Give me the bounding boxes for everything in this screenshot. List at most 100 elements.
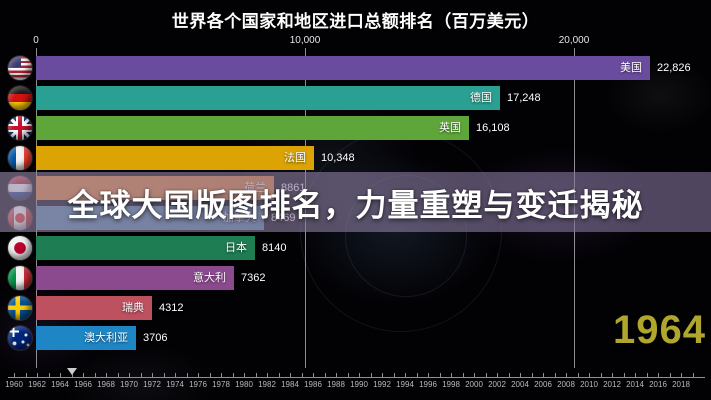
timeline-tick [577,373,579,377]
bar-value-label: 16,108 [476,122,510,134]
timeline-tick [474,373,475,377]
timeline-year-label: 1992 [373,380,391,389]
timeline-tick [669,373,671,377]
bar-country-label: 英国 [439,122,461,134]
timeline-year-label: 1998 [442,380,460,389]
chart-title: 世界各个国家和地区进口总额排名（百万美元） [171,12,540,31]
timeline-tick [451,373,452,377]
timeline-tick [405,373,406,377]
timeline-year-label: 1970 [120,380,138,389]
timeline-tick [117,373,119,377]
bar-country-label: 德国 [470,92,492,104]
bar-country-label: 瑞典 [122,302,144,314]
bar-country-label: 美国 [620,62,642,74]
timeline-tick [71,373,73,377]
timeline-tick [60,373,61,377]
timeline-tick [600,373,602,377]
timeline-year-label: 1974 [166,380,184,389]
se-flag-icon [8,296,32,320]
overlay-banner: 全球大国版图排名，力量重塑与变迁揭秘 [0,172,711,232]
timeline-axis-line [8,377,705,378]
timeline-tick [612,373,613,377]
timeline-tick [129,373,130,377]
timeline-tick [359,373,360,377]
timeline-tick [244,373,245,377]
axis-tick-label: 10,000 [289,35,321,46]
bar-value-label: 17,248 [507,92,541,104]
timeline-tick [485,373,487,377]
timeline-tick [658,373,659,377]
timeline-year-label: 1996 [419,380,437,389]
timeline-tick [531,373,533,377]
bar-row: 意大利 7362 [0,266,711,290]
timeline-tick [140,373,142,377]
bar-value-label: 8140 [262,242,287,254]
timeline-tick [681,373,682,377]
bar [36,266,234,290]
timeline-tick [186,373,188,377]
timeline-tick [589,373,590,377]
it-flag-icon [8,266,32,290]
bar-country-label: 澳大利亚 [84,332,128,344]
bar-row: 澳大利亚 3706 [0,326,711,350]
timeline-year-label: 1962 [28,380,46,389]
timeline-tick [382,373,383,377]
de-flag-icon [8,86,32,110]
timeline-tick [48,373,50,377]
timeline-year-label: 2010 [580,380,598,389]
timeline-year-label: 2002 [488,380,506,389]
timeline-tick [692,373,694,377]
timeline-year-label: 1972 [143,380,161,389]
timeline-year-label: 1980 [235,380,253,389]
timeline-year-label: 2006 [534,380,552,389]
timeline-year-label: 1966 [74,380,92,389]
us-flag-icon [8,56,32,80]
timeline-tick [255,373,257,377]
timeline-tick [278,373,280,377]
timeline-marker-icon [66,368,77,375]
bar-value-label: 4312 [159,302,184,314]
bar-row: 瑞典 4312 [0,296,711,320]
timeline-year-label: 1968 [97,380,115,389]
timeline-tick [106,373,107,377]
uk-flag-icon [8,116,32,140]
timeline-tick [209,373,211,377]
timeline-year-label: 2018 [672,380,690,389]
bar [36,326,136,350]
timeline-tick [336,373,337,377]
bar [36,146,314,170]
timeline-tick [566,373,567,377]
bar [36,296,152,320]
bar-row: 德国 17,248 [0,86,711,110]
bar-value-label: 7362 [241,272,266,284]
timeline-tick [347,373,349,377]
timeline-year-label: 1984 [281,380,299,389]
timeline-tick [416,373,418,377]
bar-value-label: 3706 [143,332,168,344]
bar-row: 美国 22,826 [0,56,711,80]
au-flag-icon [8,326,32,350]
timeline-tick [152,373,153,377]
bar-value-label: 22,826 [657,62,691,74]
timeline-tick [554,373,556,377]
bar-country-label: 日本 [225,242,247,254]
timeline-tick [94,373,96,377]
bar [36,236,255,260]
axis-tick-label: 20,000 [558,35,590,46]
bar-row: 法国 10,348 [0,146,711,170]
bar-country-label: 法国 [284,152,306,164]
timeline-year-label: 1960 [5,380,23,389]
timeline-year-label: 1978 [212,380,230,389]
timeline-tick [508,373,510,377]
timeline-year-label: 2016 [649,380,667,389]
timeline-tick [267,373,268,377]
timeline-tick [290,373,291,377]
timeline-tick [14,373,15,377]
timeline-year-label: 2004 [511,380,529,389]
timeline-tick [232,373,234,377]
overlay-banner-text: 全球大国版图排名，力量重塑与变迁揭秘 [67,187,644,223]
jp-flag-icon [8,236,32,260]
timeline-tick [623,373,625,377]
bar [36,56,650,80]
axis-tick-label: 0 [33,35,39,46]
